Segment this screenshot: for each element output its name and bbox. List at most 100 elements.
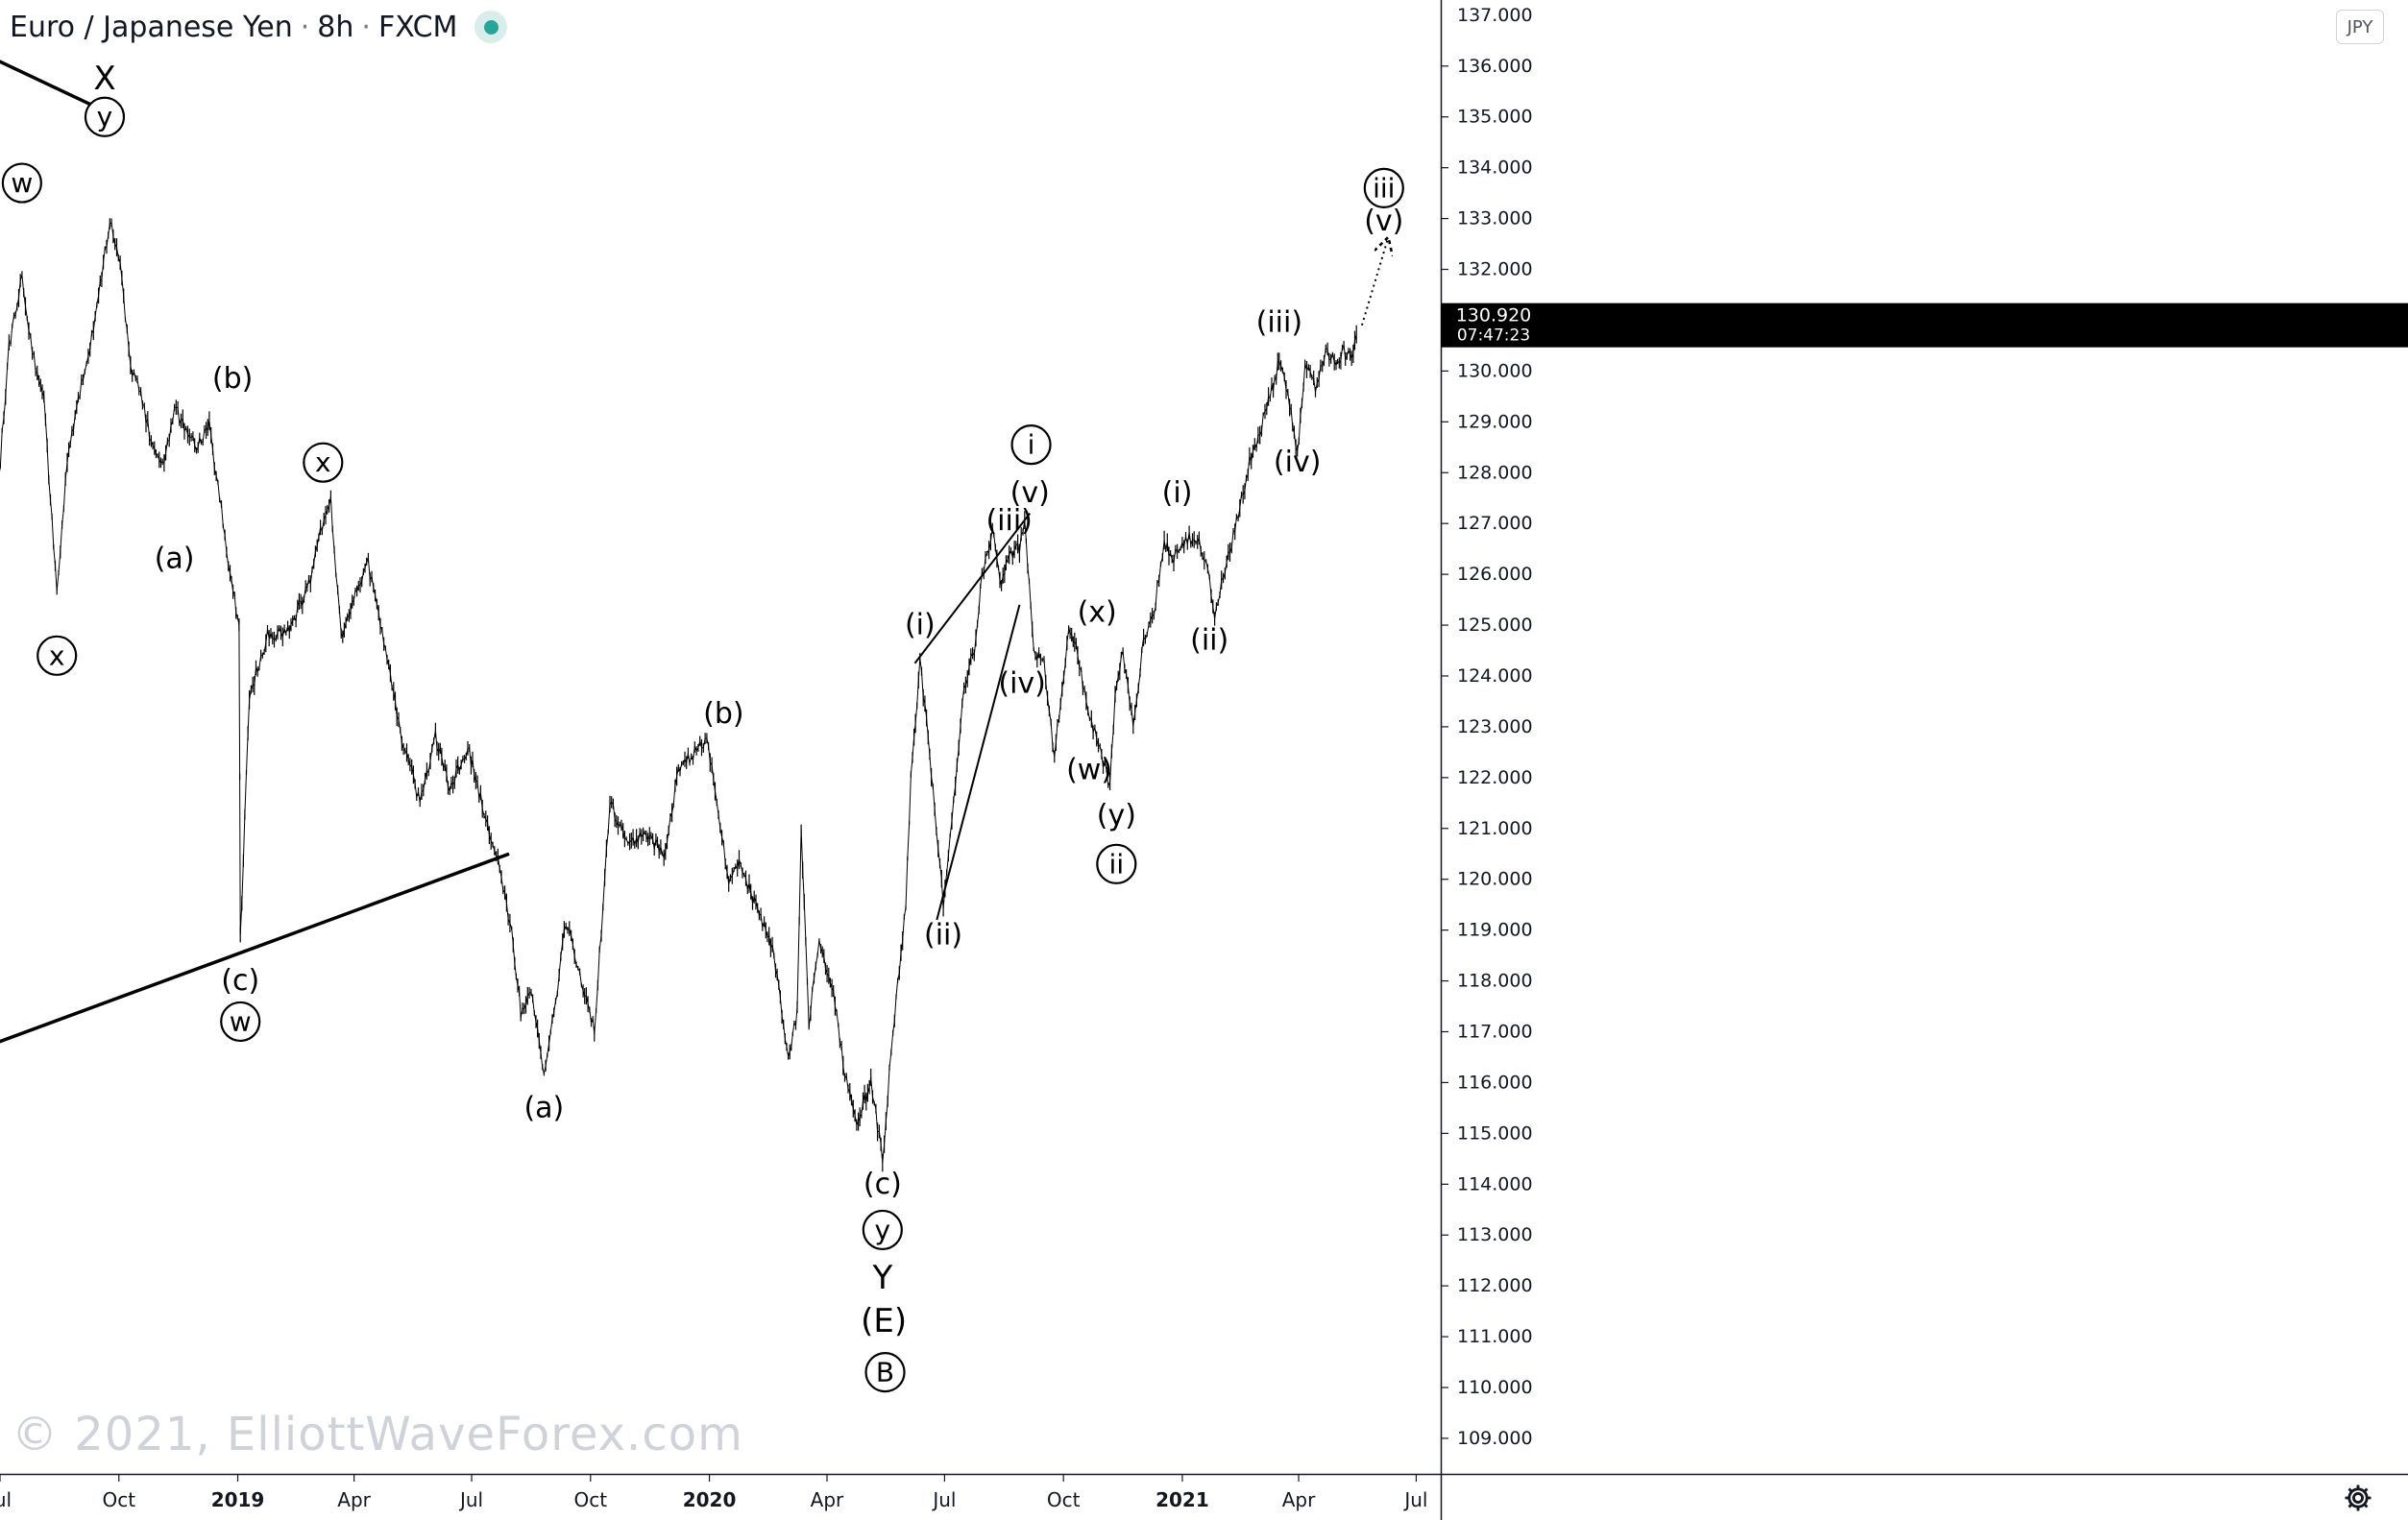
wave-label: (i) xyxy=(905,609,936,642)
price-tick-label: 115.000 xyxy=(1457,1122,1533,1144)
price-tick-label: 135.000 xyxy=(1457,107,1533,128)
wave-label: (iii) xyxy=(985,504,1032,538)
wave-label-circle xyxy=(1363,167,1404,208)
price-tick-label: 120.000 xyxy=(1457,869,1533,890)
wave-label: (iv) xyxy=(998,666,1046,700)
wave-label: (ii) xyxy=(924,918,962,952)
symbol-name[interactable]: Euro / Japanese Yen xyxy=(10,10,293,44)
trendline[interactable] xyxy=(913,512,1031,664)
price-tick-label: 118.000 xyxy=(1457,971,1533,992)
price-line xyxy=(0,222,1357,1164)
wave-label: B xyxy=(876,1357,894,1388)
price-tick-label: 125.000 xyxy=(1457,615,1533,636)
price-tick-label: 124.000 xyxy=(1457,665,1533,687)
price-scale[interactable] xyxy=(1441,0,2408,1520)
time-tick-label: 2021 xyxy=(1155,1488,1209,1511)
market-status-indicator[interactable] xyxy=(474,11,508,43)
wave-label: (w) xyxy=(1066,753,1112,786)
currency-button[interactable]: JPY xyxy=(2336,10,2384,44)
wave-label: (a) xyxy=(155,543,195,576)
price-tick-label: 127.000 xyxy=(1457,513,1533,534)
wave-label: x xyxy=(315,446,331,478)
price-tick-label: 122.000 xyxy=(1457,767,1533,788)
price-tick-label: 121.000 xyxy=(1457,818,1533,839)
trendlines-layer xyxy=(0,60,1388,1044)
time-tick-label: Jul xyxy=(0,1488,12,1511)
last-price-value: 130.920 xyxy=(1456,305,1532,326)
wave-label: Y xyxy=(871,1259,892,1297)
wave-label-circle xyxy=(1010,424,1052,466)
price-tick-label: 136.000 xyxy=(1457,56,1533,77)
wave-label-circle xyxy=(220,1001,261,1043)
wave-label: (c) xyxy=(863,1168,902,1201)
wave-label: (ii) xyxy=(1190,623,1228,657)
watermark: © 2021, ElliottWaveForex.com xyxy=(12,1408,743,1461)
wave-label: y xyxy=(875,1214,891,1245)
wave-label: (E) xyxy=(861,1302,907,1340)
trendline[interactable] xyxy=(0,852,510,1044)
wave-label: w xyxy=(230,1005,252,1037)
gear-icon[interactable] xyxy=(2342,1482,2374,1514)
price-tick-label: 129.000 xyxy=(1457,411,1533,432)
trendline[interactable] xyxy=(936,604,1021,921)
wave-label-circle xyxy=(1096,843,1137,884)
bar-countdown: 07:47:23 xyxy=(1457,326,1530,346)
price-tick-label: 112.000 xyxy=(1457,1275,1533,1296)
wave-label: (iii) xyxy=(1256,306,1302,340)
time-tick-label: Apr xyxy=(1282,1488,1316,1511)
wave-label: (a) xyxy=(523,1091,564,1124)
time-tick-label: Jul xyxy=(458,1488,483,1511)
trendline[interactable] xyxy=(1360,239,1388,326)
price-tick-label: 116.000 xyxy=(1457,1072,1533,1093)
price-tick-label: 130.000 xyxy=(1457,360,1533,381)
time-tick-label: 2020 xyxy=(683,1488,737,1511)
time-tick-label: Jul xyxy=(931,1488,956,1511)
price-tick-label: 117.000 xyxy=(1457,1022,1533,1043)
wave-label: (b) xyxy=(212,362,253,396)
price-tick-label: 132.000 xyxy=(1457,259,1533,280)
price-tick-label: 128.000 xyxy=(1457,462,1533,483)
header-separator: · xyxy=(361,10,371,44)
market-open-dot-icon xyxy=(483,19,499,35)
wave-label: (b) xyxy=(703,697,743,731)
time-scale[interactable] xyxy=(0,1474,1441,1520)
wave-label: y xyxy=(97,101,113,133)
time-tick-label: Oct xyxy=(1047,1488,1081,1511)
wave-label-circle xyxy=(84,96,126,137)
time-tick-label: Oct xyxy=(574,1488,608,1511)
price-tick-label: 123.000 xyxy=(1457,716,1533,737)
exchange-label: FXCM xyxy=(377,10,458,44)
wave-label: i xyxy=(1028,429,1035,461)
price-bars xyxy=(0,218,1357,1172)
wave-label: (iv) xyxy=(1274,446,1322,479)
wave-label: (i) xyxy=(1162,476,1193,510)
price-tick-label: 137.000 xyxy=(1457,5,1533,26)
price-tick-label: 110.000 xyxy=(1457,1377,1533,1398)
wave-label: (x) xyxy=(1078,595,1117,629)
time-tick-label: Apr xyxy=(337,1488,371,1511)
price-tick-label: 134.000 xyxy=(1457,157,1533,179)
price-tick-label: 114.000 xyxy=(1457,1173,1533,1194)
interval-label[interactable]: 8h xyxy=(317,10,354,44)
wave-label: x xyxy=(49,639,65,671)
time-tick-label: Apr xyxy=(811,1488,844,1511)
trendline[interactable] xyxy=(0,60,102,111)
price-tick-label: 126.000 xyxy=(1457,564,1533,585)
chart-header: Euro / Japanese Yen · 8h · FXCM xyxy=(10,8,508,46)
price-series-layer xyxy=(0,218,1357,1172)
wave-label-circle xyxy=(303,442,344,483)
wave-label: iii xyxy=(1373,172,1395,204)
price-tick-label: 113.000 xyxy=(1457,1224,1533,1245)
wave-label: ii xyxy=(1109,848,1125,880)
wave-label: (v) xyxy=(1010,476,1050,510)
wave-label: X xyxy=(93,60,115,98)
wave-label: (y) xyxy=(1097,799,1136,832)
wave-label-circle xyxy=(36,635,78,676)
price-tick-label: 133.000 xyxy=(1457,208,1533,229)
last-price-bg xyxy=(1441,302,2408,348)
price-tick-label: 109.000 xyxy=(1457,1428,1533,1449)
time-tick-label: 2019 xyxy=(211,1488,265,1511)
